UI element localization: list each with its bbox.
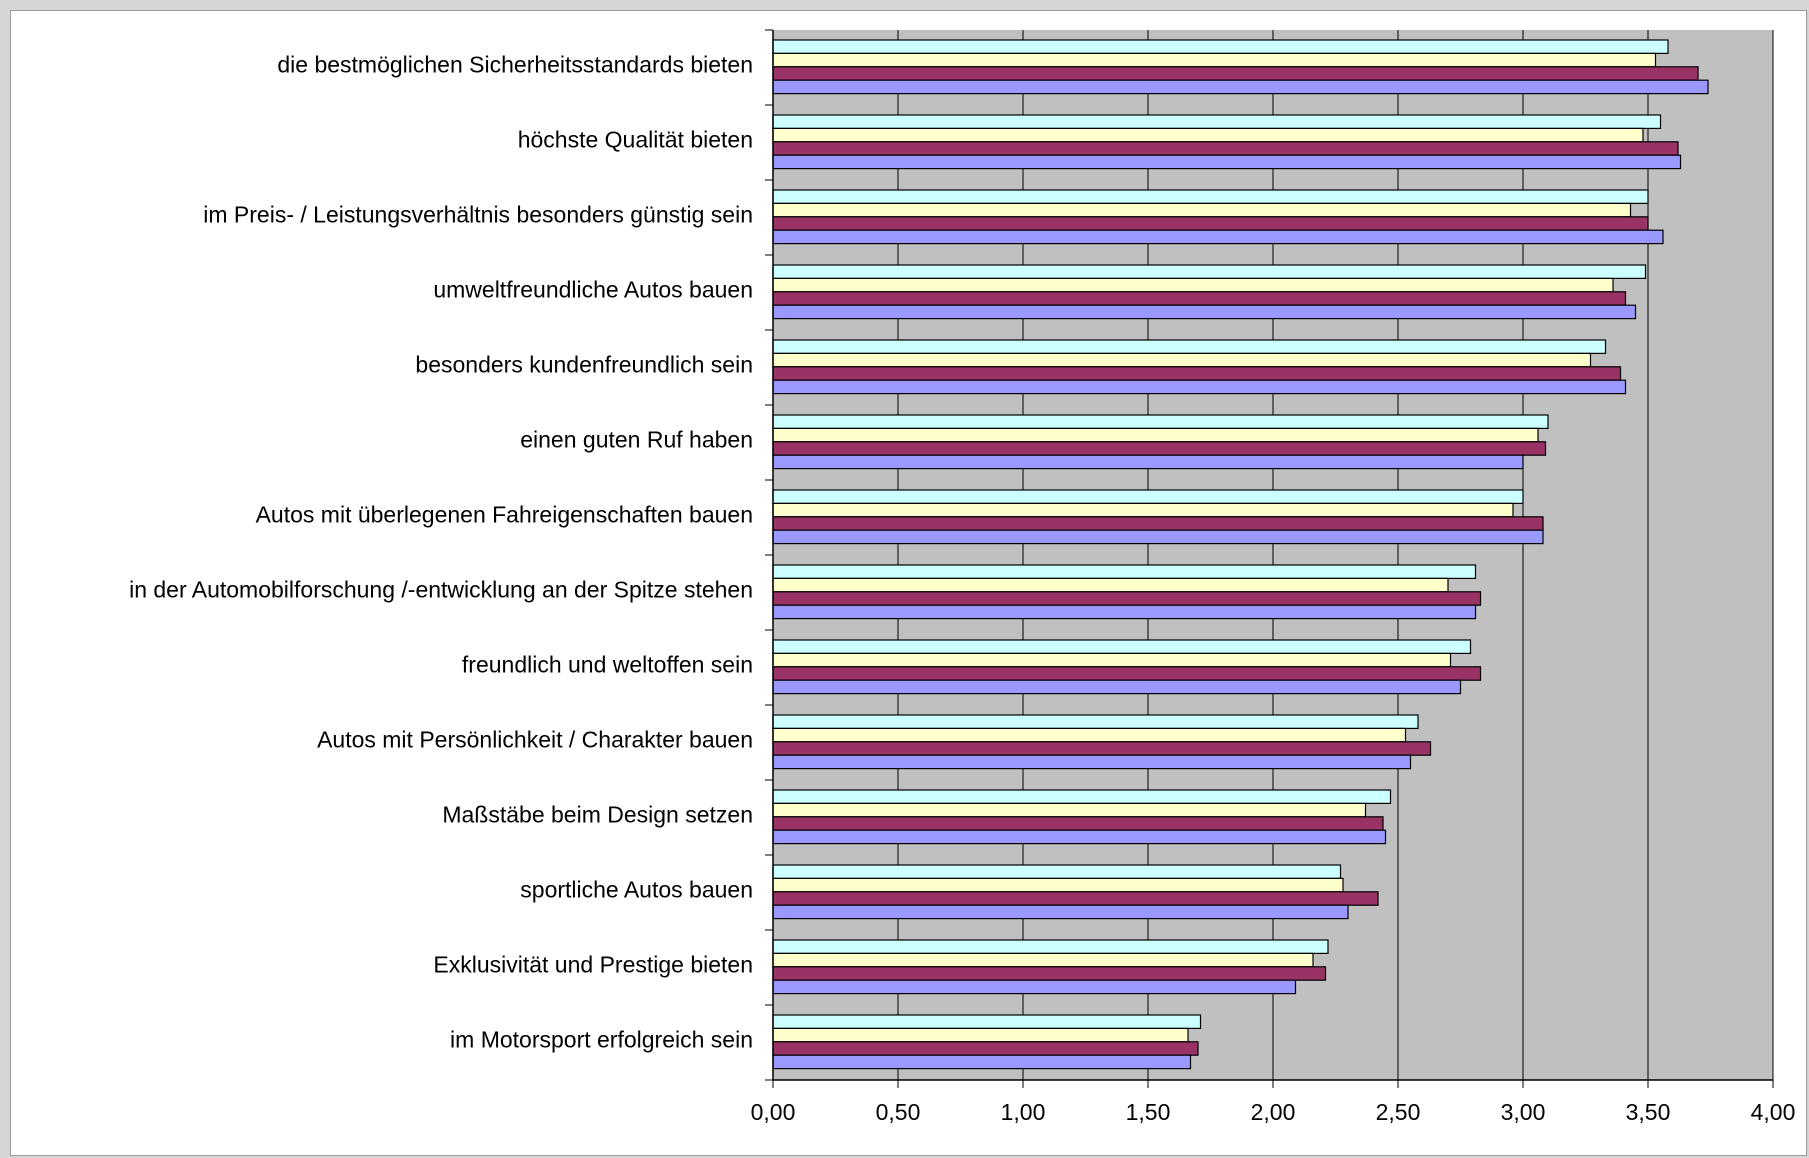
bar — [772, 652, 1452, 668]
bar — [772, 904, 1349, 920]
category-label: Autos mit überlegenen Fahreigenschaften … — [256, 502, 753, 528]
bar — [772, 891, 1379, 906]
bar — [772, 352, 1592, 368]
category-label: Exklusivität und Prestige bieten — [433, 952, 753, 978]
bar — [772, 202, 1632, 218]
bar — [772, 216, 1649, 231]
x-tick-label: 1,50 — [1126, 1099, 1171, 1125]
bar — [772, 829, 1387, 845]
bar — [772, 52, 1657, 68]
bar — [772, 591, 1482, 606]
bar — [772, 1014, 1202, 1029]
x-tick-label: 1,00 — [1001, 1099, 1046, 1125]
bar — [772, 639, 1472, 654]
bar — [772, 802, 1367, 818]
bar — [772, 66, 1699, 81]
bar — [772, 816, 1384, 831]
bar — [772, 966, 1327, 981]
bar — [772, 339, 1607, 354]
bar — [772, 454, 1524, 470]
bar — [772, 291, 1627, 306]
category-label: freundlich und weltoffen sein — [462, 652, 753, 678]
bar — [772, 789, 1392, 804]
bar — [772, 754, 1412, 770]
bar — [772, 366, 1622, 381]
category-label: im Preis- / Leistungsverhältnis besonder… — [203, 202, 753, 228]
category-label: in der Automobilforschung /-entwicklung … — [129, 577, 753, 603]
bar — [772, 304, 1637, 320]
bar — [772, 741, 1432, 756]
bar — [772, 114, 1662, 129]
bar — [772, 939, 1329, 954]
bar — [772, 154, 1682, 170]
bar — [772, 727, 1407, 743]
bar — [772, 864, 1342, 879]
bar — [772, 564, 1477, 579]
bar — [772, 666, 1482, 681]
x-tick-label: 3,00 — [1501, 1099, 1546, 1125]
bar — [772, 379, 1627, 395]
category-label: sportliche Autos bauen — [520, 877, 753, 903]
category-label: besonders kundenfreundlich sein — [415, 352, 753, 378]
bar — [772, 189, 1649, 204]
bar — [772, 427, 1539, 443]
bar — [772, 79, 1709, 95]
bar — [772, 952, 1314, 968]
bar — [772, 516, 1544, 531]
bar — [772, 39, 1669, 54]
bar — [772, 1027, 1189, 1043]
bar — [772, 529, 1544, 545]
category-label: im Motorsport erfolgreich sein — [450, 1027, 753, 1053]
bar — [772, 679, 1462, 695]
bar — [772, 229, 1664, 245]
bar — [772, 979, 1297, 995]
x-tick-label: 3,50 — [1626, 1099, 1671, 1125]
bar — [772, 277, 1614, 293]
x-tick-label: 0,00 — [751, 1099, 796, 1125]
bar — [772, 141, 1679, 156]
bar — [772, 877, 1344, 893]
category-label: umweltfreundliche Autos bauen — [433, 277, 753, 303]
x-tick-label: 0,50 — [876, 1099, 921, 1125]
bar — [772, 414, 1549, 429]
bar — [772, 502, 1514, 518]
bar — [772, 127, 1644, 143]
bar — [772, 1054, 1192, 1070]
bar — [772, 441, 1547, 456]
bar — [772, 604, 1477, 620]
x-tick-label: 2,00 — [1251, 1099, 1296, 1125]
bar — [772, 714, 1419, 729]
bar — [772, 489, 1524, 504]
category-label: einen guten Ruf haben — [520, 427, 753, 453]
bar — [772, 1041, 1199, 1056]
category-label: Maßstäbe beim Design setzen — [442, 802, 753, 828]
bar — [772, 577, 1449, 593]
bar — [772, 264, 1647, 279]
category-label: höchste Qualität bieten — [518, 127, 753, 153]
category-label: Autos mit Persönlichkeit / Charakter bau… — [317, 727, 753, 753]
category-label: die bestmöglichen Sicherheitsstandards b… — [277, 52, 753, 78]
x-tick-label: 2,50 — [1376, 1099, 1421, 1125]
x-tick-label: 4,00 — [1751, 1099, 1796, 1125]
